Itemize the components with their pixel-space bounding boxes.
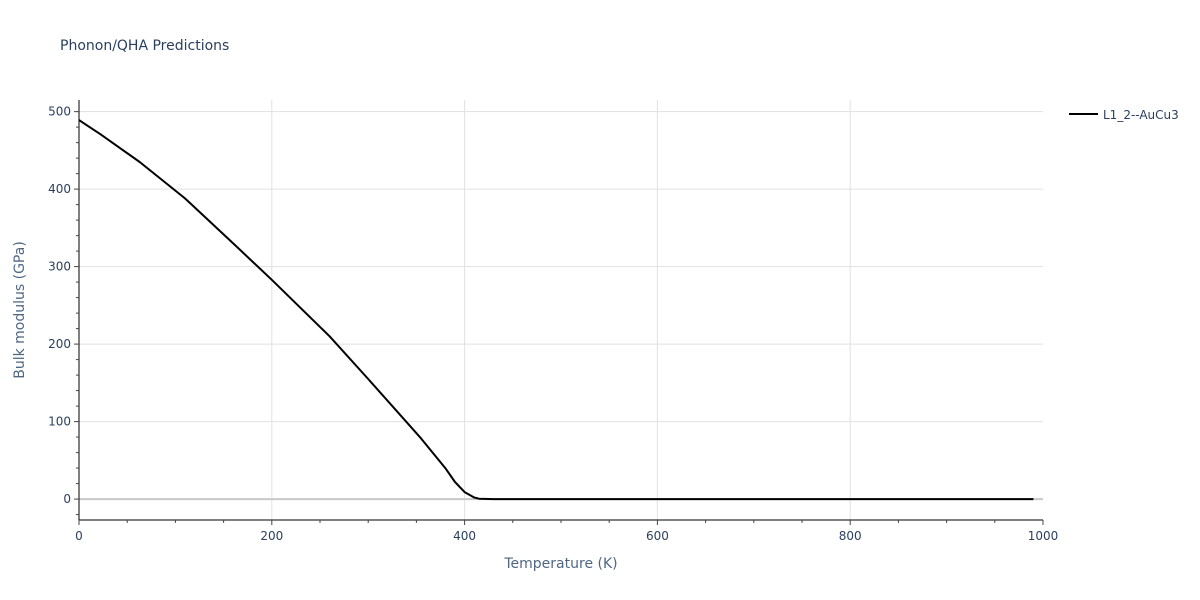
y-tick-label: 0	[63, 492, 71, 506]
plot-area[interactable]	[78, 119, 1034, 501]
x-axis-title: Temperature (K)	[503, 556, 617, 572]
legend[interactable]: L1_2--AuCu3	[1069, 108, 1179, 122]
y-axis-title: Bulk modulus (GPa)	[12, 241, 28, 379]
y-tick-label: 500	[48, 105, 71, 119]
y-axis: 0 100 200 300 400 500	[48, 100, 80, 520]
y-tick-label: 100	[48, 415, 71, 429]
gridlines	[79, 100, 1043, 520]
x-tick-label: 200	[260, 529, 283, 543]
y-tick-label: 400	[48, 182, 71, 196]
x-tick-label: 800	[839, 529, 862, 543]
x-axis: 0 200 400 600 800 1000	[75, 519, 1059, 543]
x-tick-label: 1000	[1028, 529, 1059, 543]
y-tick-label: 300	[48, 260, 71, 274]
x-tick-label: 400	[453, 529, 476, 543]
series-line[interactable]	[78, 119, 1034, 501]
legend-item-label[interactable]: L1_2--AuCu3	[1103, 108, 1179, 122]
x-tick-label: 600	[646, 529, 669, 543]
chart-title: Phonon/QHA Predictions	[60, 38, 229, 54]
x-tick-label: 0	[75, 529, 83, 543]
y-tick-label: 200	[48, 337, 71, 351]
